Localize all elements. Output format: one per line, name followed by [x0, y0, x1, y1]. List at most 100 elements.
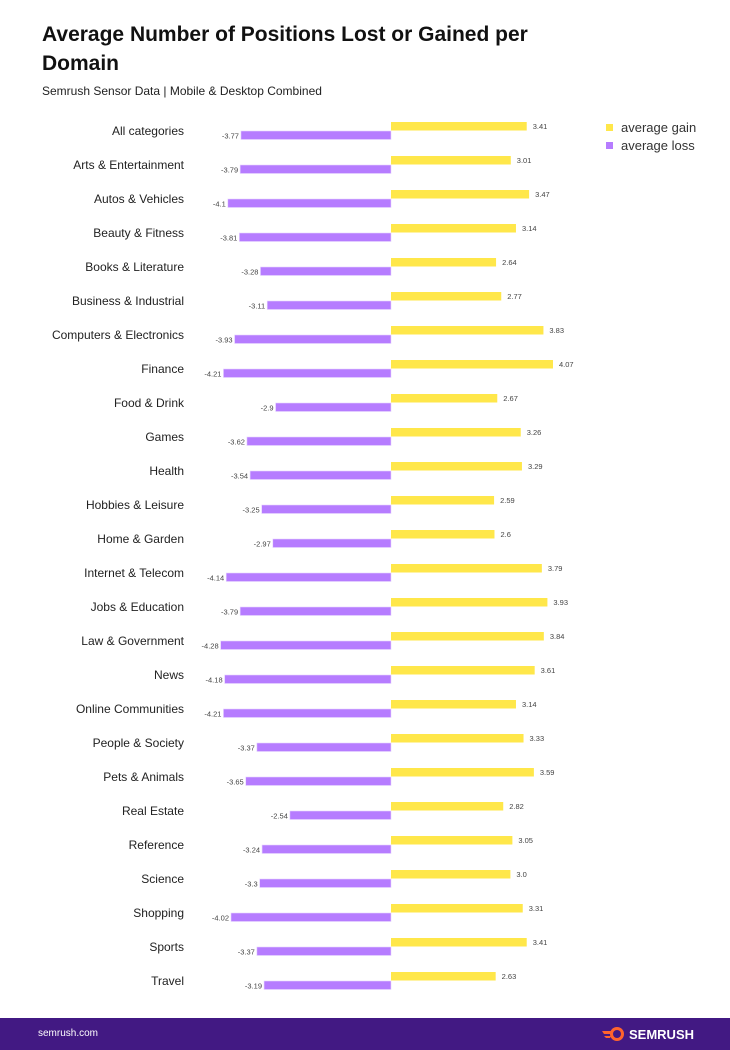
category-label: People & Society: [93, 736, 184, 750]
semrush-flame-icon: [602, 1027, 624, 1041]
category-label: Home & Garden: [97, 532, 184, 546]
category-label: Online Communities: [76, 702, 184, 716]
loss-value-label: -4.1: [213, 200, 226, 209]
loss-value-label: -2.97: [254, 540, 271, 549]
gain-value-label: 3.84: [550, 632, 565, 641]
gain-bar: [391, 462, 522, 471]
category-label: Finance: [141, 362, 184, 376]
gain-bar: [391, 360, 553, 369]
loss-value-label: -3.79: [221, 608, 238, 617]
gain-value-label: 3.79: [548, 564, 563, 573]
gain-bar: [391, 564, 542, 573]
category-label: Games: [145, 430, 184, 444]
loss-value-label: -3.37: [238, 948, 255, 957]
loss-bar: [220, 640, 392, 650]
category-label: Real Estate: [122, 804, 184, 818]
loss-value-label: -3.79: [221, 166, 238, 175]
gain-bar: [391, 666, 535, 675]
loss-bar: [275, 402, 392, 412]
gain-value-label: 2.82: [509, 802, 524, 811]
loss-bar: [256, 742, 392, 752]
loss-bar: [261, 504, 392, 514]
gain-value-label: 2.64: [502, 258, 517, 267]
gain-value-label: 3.41: [533, 938, 548, 947]
gain-value-label: 3.05: [518, 836, 533, 845]
loss-bar: [249, 470, 392, 480]
loss-value-label: -3.28: [241, 268, 258, 277]
legend-label-loss: average loss: [621, 137, 695, 153]
loss-value-label: -4.28: [202, 642, 219, 651]
gain-value-label: 2.67: [503, 394, 518, 403]
loss-bar: [272, 538, 392, 548]
gain-value-label: 3.33: [530, 734, 545, 743]
gain-value-label: 3.59: [540, 768, 555, 777]
category-label: Law & Government: [81, 634, 184, 648]
gain-bar: [391, 836, 513, 845]
bar-chart: All categories 3.41 -3.77 Arts & Entertainm…: [52, 122, 574, 991]
loss-value-label: -4.02: [212, 914, 229, 923]
semrush-logo: SEMRUSH: [602, 1025, 694, 1043]
loss-bar: [239, 232, 392, 242]
footer: semrush.com SEMRUSH: [0, 1018, 730, 1050]
footer-url: semrush.com: [38, 1028, 99, 1039]
loss-bar: [223, 368, 392, 378]
loss-value-label: -3.93: [215, 336, 232, 345]
gain-value-label: 2.63: [502, 972, 517, 981]
category-label: Shopping: [133, 906, 184, 920]
gain-bar: [391, 394, 498, 403]
loss-value-label: -2.9: [261, 404, 274, 413]
category-label: Sports: [149, 940, 184, 954]
legend: average gain average loss: [606, 118, 696, 154]
gain-bar: [391, 122, 527, 131]
gain-value-label: 3.29: [528, 462, 543, 471]
category-label: All categories: [112, 124, 184, 138]
loss-bar: [227, 198, 392, 208]
gain-value-label: 3.26: [527, 428, 542, 437]
gain-value-label: 3.47: [535, 190, 550, 199]
gain-value-label: 2.6: [500, 530, 510, 539]
category-label: Beauty & Fitness: [93, 226, 184, 240]
category-label: Travel: [151, 974, 184, 988]
legend-label-gain: average gain: [621, 119, 697, 135]
gain-bar: [391, 700, 516, 709]
loss-value-label: -3.81: [220, 234, 237, 243]
gain-bar: [391, 598, 548, 607]
gain-bar: [391, 428, 521, 437]
gain-value-label: 4.07: [559, 360, 574, 369]
loss-bar: [259, 878, 392, 888]
gain-bar: [391, 190, 530, 199]
gain-bar: [391, 734, 524, 743]
loss-bar: [239, 606, 392, 616]
category-label: Arts & Entertainment: [73, 158, 184, 172]
loss-bar: [260, 266, 392, 276]
category-label: Hobbies & Leisure: [86, 498, 184, 512]
loss-bar: [263, 980, 392, 990]
loss-bar: [289, 810, 392, 820]
legend-item-loss: average loss: [606, 136, 696, 154]
loss-bar: [230, 912, 392, 922]
gain-value-label: 3.14: [522, 700, 537, 709]
gain-bar: [391, 326, 544, 335]
loss-bar: [240, 130, 392, 140]
loss-bar: [234, 334, 392, 344]
gain-bar: [391, 156, 511, 165]
loss-value-label: -4.18: [206, 676, 223, 685]
category-label: Internet & Telecom: [84, 566, 184, 580]
loss-value-label: -4.21: [204, 370, 221, 379]
gain-value-label: 3.93: [553, 598, 568, 607]
loss-value-label: -3.11: [249, 302, 266, 311]
legend-swatch-gain: [606, 123, 613, 131]
category-label: Health: [149, 464, 184, 478]
loss-bar: [223, 708, 392, 718]
gain-value-label: 2.59: [500, 496, 515, 505]
gain-value-label: 3.14: [522, 224, 537, 233]
loss-value-label: -3.54: [231, 472, 248, 481]
gain-bar: [391, 632, 544, 641]
loss-bar: [261, 844, 392, 854]
gain-value-label: 3.83: [549, 326, 564, 335]
gain-value-label: 3.41: [533, 122, 548, 131]
gain-bar: [391, 972, 496, 981]
loss-value-label: -3.3: [245, 880, 258, 889]
loss-bar: [246, 436, 392, 446]
